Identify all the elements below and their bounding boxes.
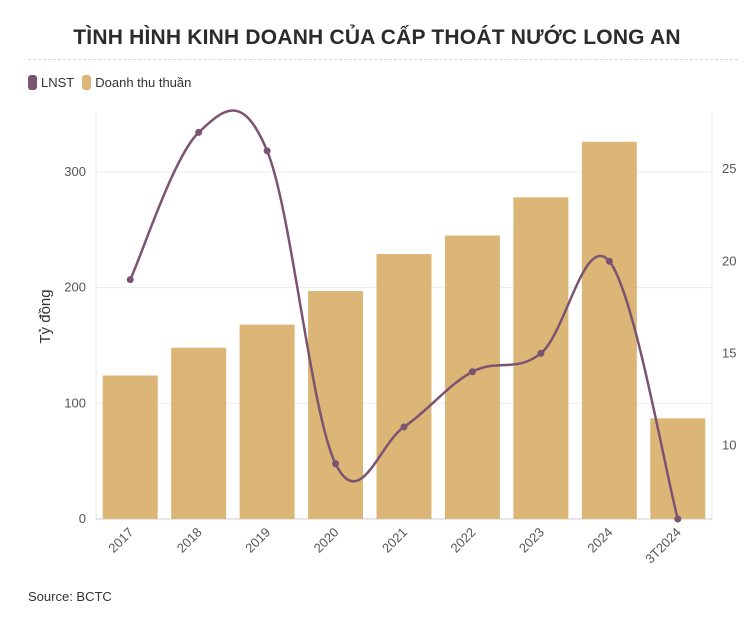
x-tick-label: 3T2024 [642, 525, 684, 567]
point-lnst [126, 276, 134, 284]
point-lnst [605, 257, 613, 265]
point-lnst [537, 349, 545, 357]
legend: LNST Doanh thu thuần [28, 75, 199, 90]
legend-label-revenue: Doanh thu thuần [95, 75, 192, 90]
point-lnst [332, 460, 340, 468]
x-tick-label: 2020 [311, 525, 342, 556]
y-tick-label: 100 [64, 395, 86, 410]
bar-doanh-thu [376, 254, 432, 519]
bar-doanh-thu [444, 235, 500, 519]
x-tick-label: 2024 [584, 525, 615, 556]
y2-tick-label: 15 [722, 345, 736, 360]
legend-item-revenue[interactable]: Doanh thu thuần [82, 75, 191, 90]
legend-label-lnst: LNST [41, 75, 75, 90]
legend-item-lnst[interactable]: LNST [28, 75, 74, 90]
point-lnst [674, 515, 682, 523]
legend-swatch-lnst [28, 75, 37, 90]
x-tick-label: 2017 [105, 525, 136, 556]
legend-swatch-revenue [82, 75, 92, 90]
bar-doanh-thu [239, 324, 295, 519]
y-tick-label: 0 [79, 511, 86, 526]
x-tick-label: 2023 [516, 525, 547, 556]
x-tick-label: 2021 [379, 525, 410, 556]
x-tick-label: 2019 [242, 525, 273, 556]
bar-doanh-thu [581, 141, 637, 519]
x-tick-label: 2018 [174, 525, 205, 556]
source-note: Source: BCTC [28, 589, 112, 604]
y-tick-label: 200 [64, 280, 86, 295]
bar-doanh-thu [513, 197, 569, 520]
y2-tick-label: 25 [722, 161, 736, 176]
bar-doanh-thu [102, 375, 158, 519]
x-tick-label: 2022 [448, 525, 479, 556]
point-lnst [400, 423, 408, 431]
y2-tick-label: 10 [722, 437, 736, 452]
y2-tick-label: 20 [722, 253, 736, 268]
point-lnst [468, 368, 476, 376]
bar-doanh-thu [308, 291, 364, 519]
title-divider [28, 59, 738, 60]
y-tick-label: 300 [64, 164, 86, 179]
point-lnst [263, 147, 271, 155]
line-lnst [129, 109, 679, 520]
y-axis-label: Tỷ đồng [37, 289, 54, 343]
point-lnst [195, 128, 203, 136]
chart-title: TÌNH HÌNH KINH DOANH CỦA CẤP THOÁT NƯỚC … [73, 26, 681, 49]
bar-doanh-thu [171, 347, 227, 519]
